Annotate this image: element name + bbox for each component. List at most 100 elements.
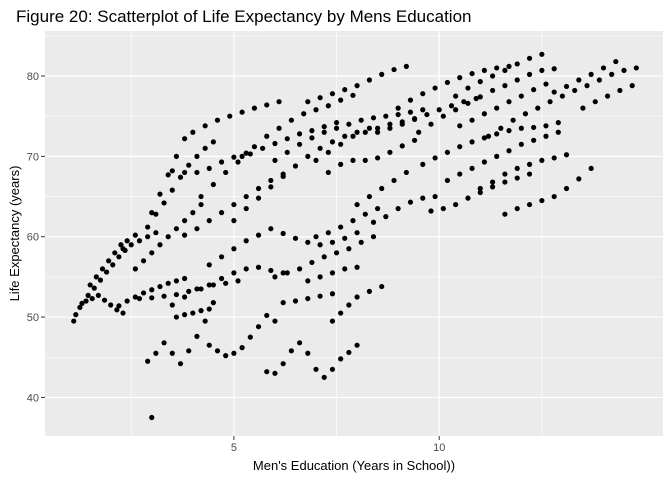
scatter-point (301, 111, 307, 117)
scatter-point (481, 111, 487, 117)
scatter-point (399, 143, 405, 149)
scatter-point (313, 234, 319, 240)
scatter-point (95, 292, 101, 298)
scatter-point (604, 93, 611, 99)
scatter-point (506, 99, 512, 105)
scatter-point (342, 266, 348, 272)
scatter-point (182, 169, 188, 176)
y-tick-label: 80 (27, 71, 39, 83)
scatter-point (280, 270, 286, 276)
scatter-point (124, 298, 130, 304)
scatter-point (309, 135, 315, 141)
scatter-point (338, 356, 344, 362)
scatter-point (370, 219, 377, 225)
scatter-point (305, 278, 311, 284)
scatter-point (453, 93, 459, 99)
scatter-point (264, 369, 270, 375)
scatter-point (120, 246, 126, 252)
scatter-point (292, 235, 299, 241)
scatter-point (350, 157, 356, 163)
scatter-point (473, 95, 479, 102)
scatter-point (235, 278, 241, 284)
scatter-point (190, 210, 196, 216)
scatter-point (596, 77, 602, 83)
scatter-point (190, 310, 196, 316)
scatter-point (551, 155, 557, 161)
scatter-point (210, 139, 216, 145)
scatter-point (531, 124, 537, 131)
scatter-point (510, 117, 516, 123)
scatter-point (77, 304, 83, 311)
scatter-point (535, 105, 541, 111)
axis-ticks (41, 75, 440, 440)
scatter-point (407, 109, 414, 115)
scatter-point (555, 129, 561, 135)
y-axis-label: Life Expectancy (years) (7, 166, 22, 302)
scatter-point (114, 307, 120, 313)
scatter-point (329, 318, 336, 324)
scatter-point (210, 300, 216, 306)
scatter-point (387, 149, 393, 155)
scatter-point (383, 113, 389, 119)
scatter-point (177, 174, 184, 180)
scatter-point (502, 83, 508, 89)
scatter-point (432, 85, 438, 91)
scatter-point (194, 169, 200, 176)
scatter-point (563, 83, 570, 90)
scatter-point (153, 230, 159, 236)
scatter-point (547, 99, 553, 105)
scatter-point (403, 169, 409, 176)
scatter-point (338, 97, 344, 103)
scatter-point (481, 67, 487, 73)
scatter-point (346, 349, 352, 356)
scatter-point (198, 193, 204, 200)
scatter-point (391, 177, 397, 184)
scatter-point (522, 111, 529, 117)
scatter-point (231, 350, 237, 356)
scatter-point (526, 161, 533, 167)
scatter-point (272, 274, 278, 280)
scatter-point (190, 129, 196, 135)
scatter-point (214, 348, 221, 354)
scatter-point (309, 259, 315, 266)
scatter-point (247, 151, 253, 157)
scatter-point (440, 113, 446, 119)
scatter-point (366, 125, 372, 131)
scatter-point (469, 139, 475, 145)
scatter-point (526, 171, 533, 177)
scatter-point (354, 83, 360, 89)
scatter-point (169, 302, 175, 308)
scatter-point (116, 254, 122, 260)
scatter-point (531, 87, 537, 93)
scatter-point (362, 157, 368, 163)
scatter-point (317, 242, 323, 248)
scatter-point (329, 239, 336, 245)
y-tick-label: 50 (27, 312, 39, 324)
scatter-point (313, 157, 319, 163)
scatter-point (280, 300, 286, 306)
scatter-point (469, 70, 475, 77)
y-tick-label: 40 (27, 392, 39, 404)
scatter-point (346, 246, 352, 252)
scatter-point (477, 189, 483, 196)
scatter-point (354, 342, 360, 348)
scatter-point (453, 201, 459, 208)
scatter-point (350, 133, 356, 139)
scatter-point (543, 133, 549, 139)
scatter-point (342, 235, 348, 241)
scatter-point (457, 171, 463, 177)
scatter-point (214, 117, 221, 123)
scatter-point (210, 282, 216, 288)
scatter-point (206, 306, 212, 312)
scatter-point (149, 210, 155, 216)
scatter-point (457, 75, 463, 81)
scatter-point (276, 125, 282, 131)
scatter-point (85, 292, 91, 298)
scatter-point (132, 232, 138, 238)
plot-panel (45, 31, 663, 436)
scatter-point (87, 282, 93, 288)
scatter-point (354, 201, 360, 208)
scatter-point (132, 266, 138, 272)
